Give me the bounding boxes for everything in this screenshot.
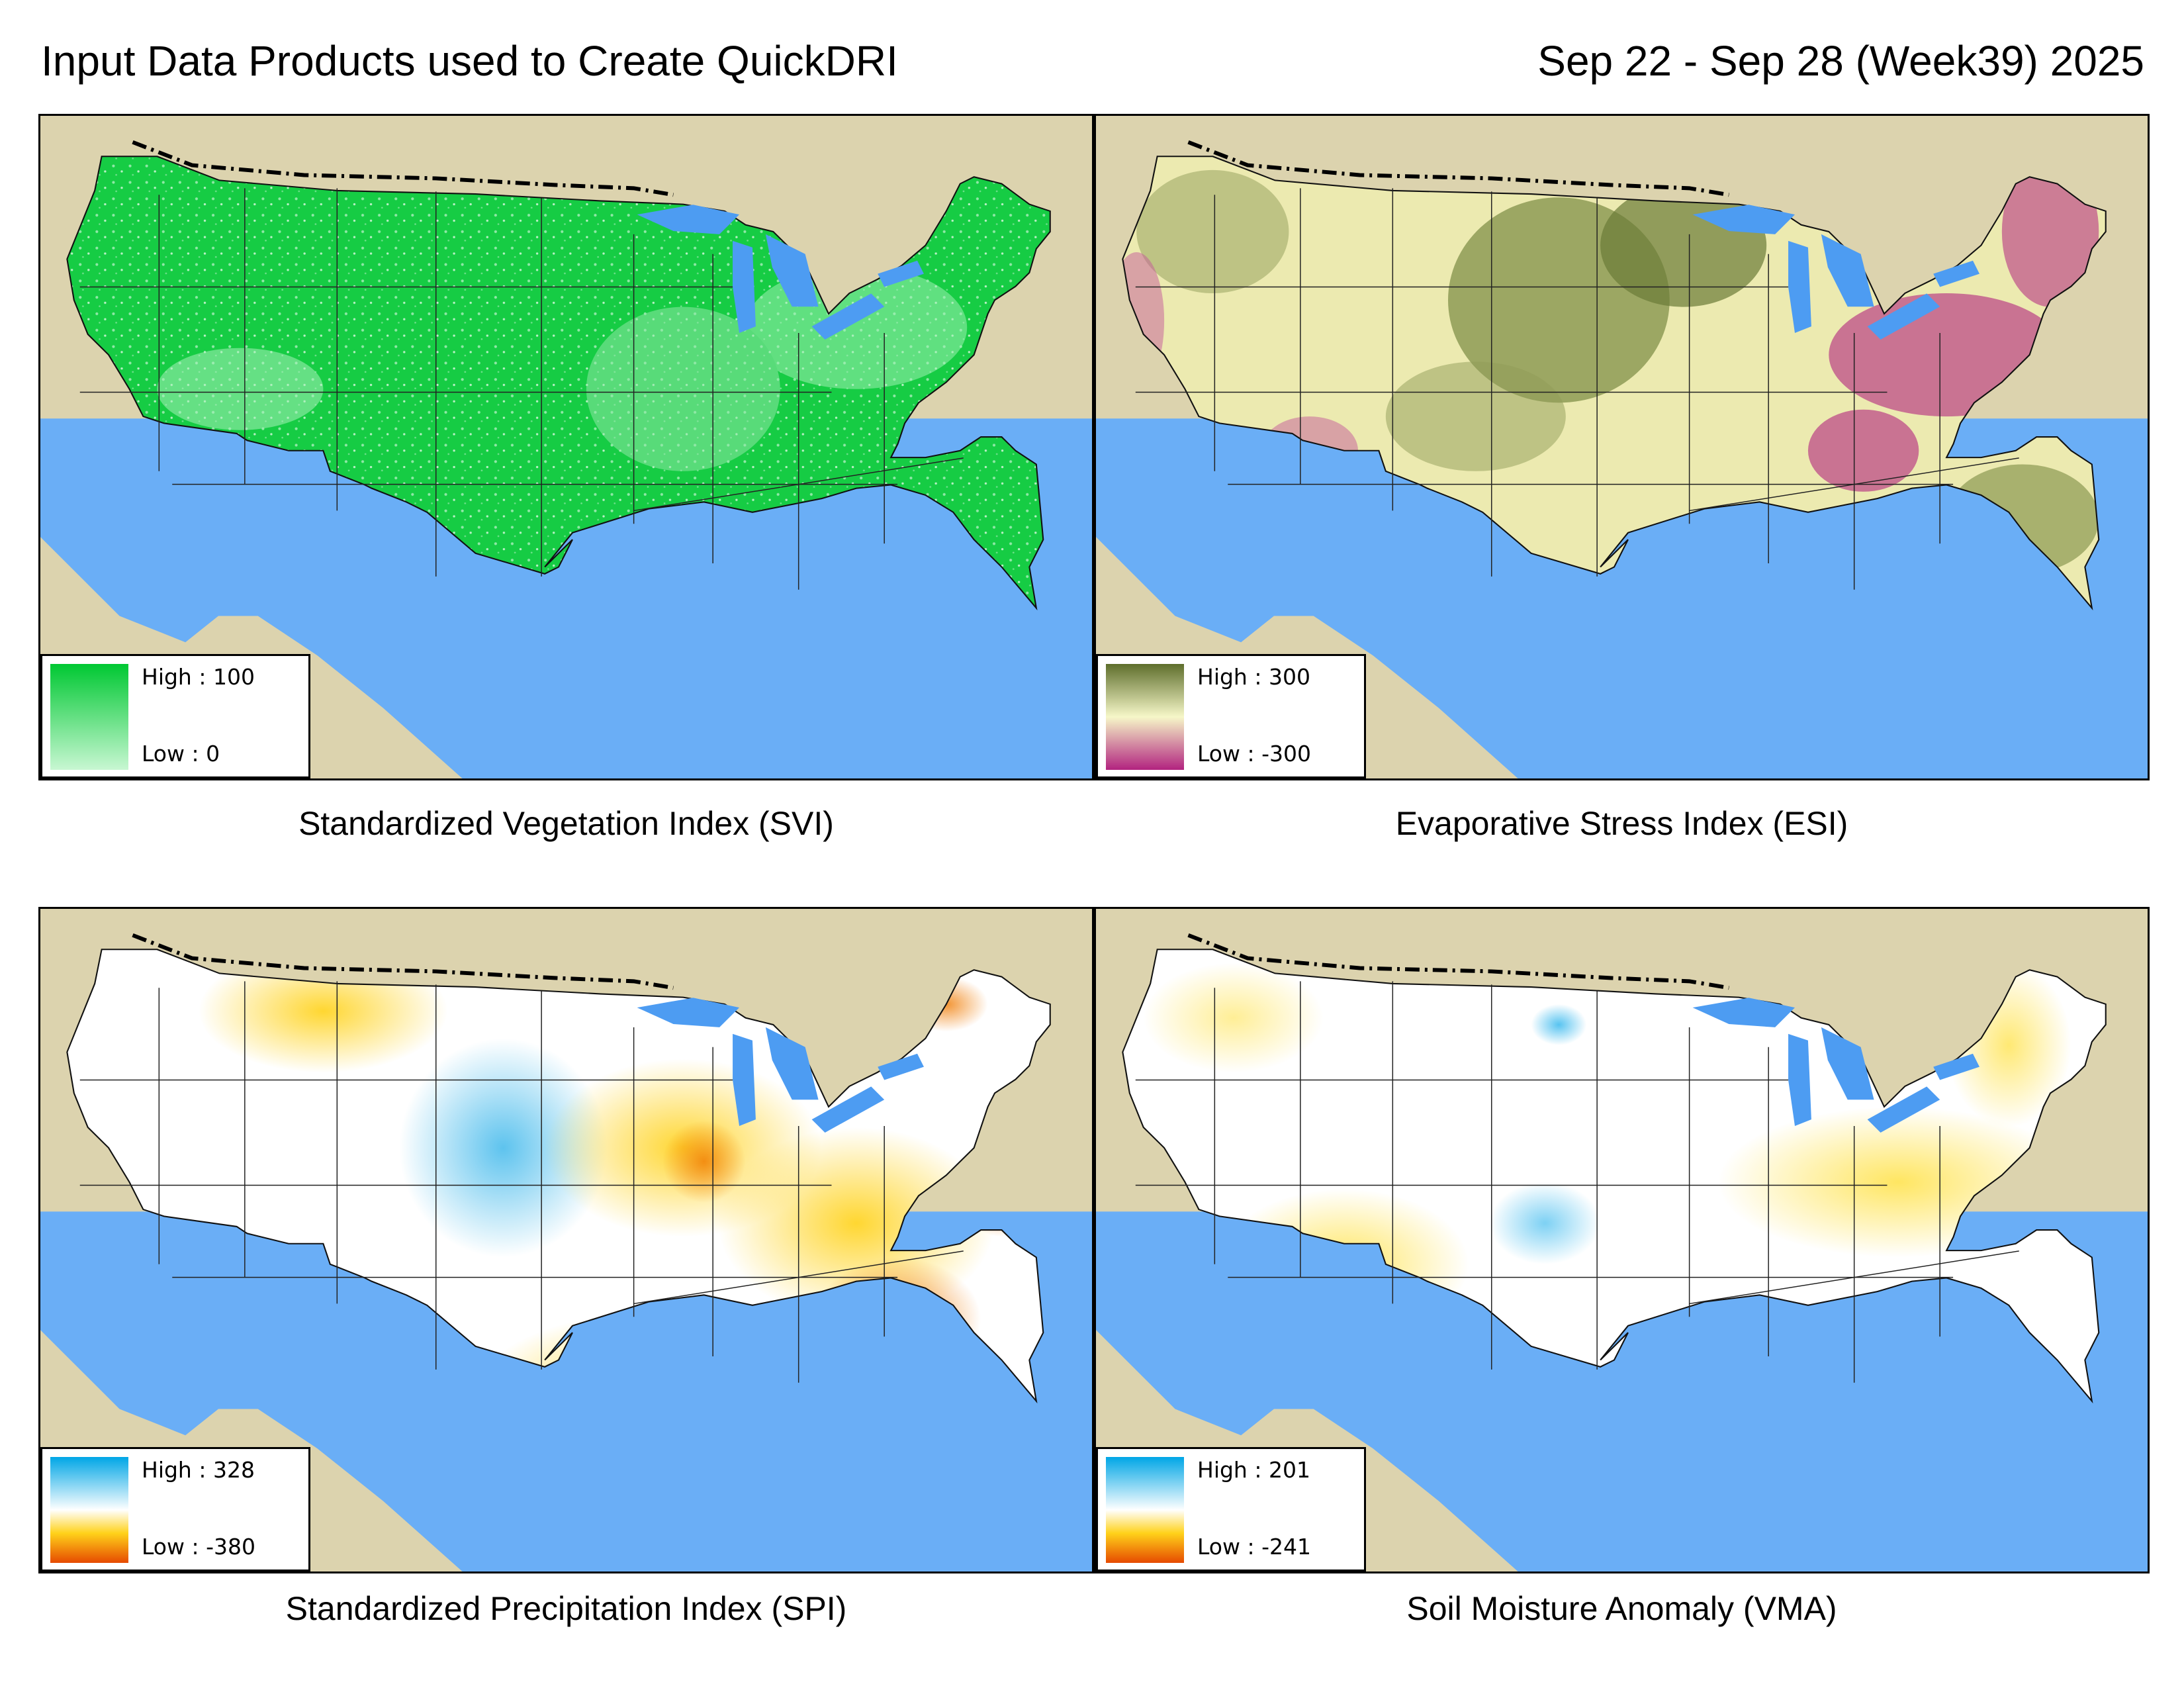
svi-legend-low: Low : 0 xyxy=(142,741,220,767)
svi-legend-ramp xyxy=(50,664,128,770)
date-range: Sep 22 - Sep 28 (Week39) 2025 xyxy=(1537,37,2144,85)
great-lakes xyxy=(637,205,924,340)
vma-caption: Soil Moisture Anomaly (VMA) xyxy=(1406,1590,1837,1627)
spi-caption: Standardized Precipitation Index (SPI) xyxy=(285,1590,847,1627)
spi-map-panel: High : 328 Low : -380 xyxy=(38,907,1094,1573)
esi-caption: Evaporative Stress Index (ESI) xyxy=(1395,805,1848,842)
vma-legend-high: High : 201 xyxy=(1197,1457,1310,1483)
page-title: Input Data Products used to Create Quick… xyxy=(41,37,898,85)
vma-legend-ramp xyxy=(1106,1457,1184,1563)
svi-caption: Standardized Vegetation Index (SVI) xyxy=(298,805,834,842)
vma-legend: High : 201 Low : -241 xyxy=(1096,1447,1366,1571)
esi-legend-low: Low : -300 xyxy=(1197,741,1312,767)
spi-legend-low: Low : -380 xyxy=(142,1534,256,1560)
svi-legend: High : 100 Low : 0 xyxy=(40,654,310,778)
esi-legend-ramp xyxy=(1106,664,1184,770)
esi-map xyxy=(1096,116,2148,778)
state-borders xyxy=(79,188,964,590)
international-border xyxy=(132,140,674,197)
esi-legend-high: High : 300 xyxy=(1197,664,1310,690)
spi-legend-high: High : 328 xyxy=(142,1457,255,1483)
esi-legend: High : 300 Low : -300 xyxy=(1096,654,1366,778)
spi-legend-ramp xyxy=(50,1457,128,1563)
vma-legend-low: Low : -241 xyxy=(1197,1534,1312,1560)
vma-map-panel: High : 201 Low : -241 xyxy=(1094,907,2150,1573)
svi-map-panel: High : 100 Low : 0 xyxy=(38,114,1094,780)
svi-legend-high: High : 100 xyxy=(142,664,255,690)
esi-map-panel: High : 300 Low : -300 xyxy=(1094,114,2150,780)
spi-map xyxy=(40,909,1092,1571)
spi-legend: High : 328 Low : -380 xyxy=(40,1447,310,1571)
